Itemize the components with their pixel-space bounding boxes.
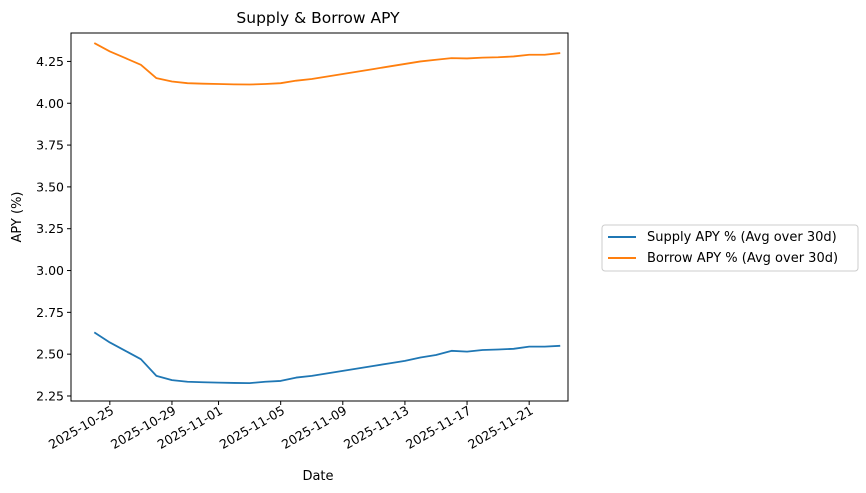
legend-frame: [601, 224, 859, 272]
y-tick-label: 3.00: [36, 263, 64, 278]
supply-apy-line: [93, 331, 561, 385]
y-tick-label: 4.00: [36, 96, 64, 111]
y-axis: 2.25 2.50 2.75 3.00 3.25 3.50 3.75 4.00 4.25: [36, 54, 71, 403]
borrow-apy-line: [93, 42, 561, 86]
legend-label-supply: Supply APY % (Avg over 30d): [647, 230, 837, 245]
y-tick-label: 3.50: [36, 179, 64, 194]
y-tick-label: 2.50: [36, 347, 64, 362]
y-axis-title: APY (%): [10, 191, 25, 242]
y-tick-label: 3.25: [36, 221, 64, 236]
legend-label-borrow: Borrow APY % (Avg over 30d): [647, 251, 838, 266]
y-tick-label: 2.75: [36, 305, 64, 320]
y-tick-label: 4.25: [36, 54, 64, 69]
plot-area: [70, 32, 569, 402]
x-axis-title: Date: [302, 469, 333, 484]
chart-title: Supply & Borrow APY: [236, 9, 400, 27]
series-lines: [93, 42, 561, 385]
y-tick-label: 3.75: [36, 138, 64, 153]
y-tick-label: 2.25: [36, 388, 64, 403]
legend: Supply APY % (Avg over 30d) Borrow APY %…: [601, 224, 859, 272]
